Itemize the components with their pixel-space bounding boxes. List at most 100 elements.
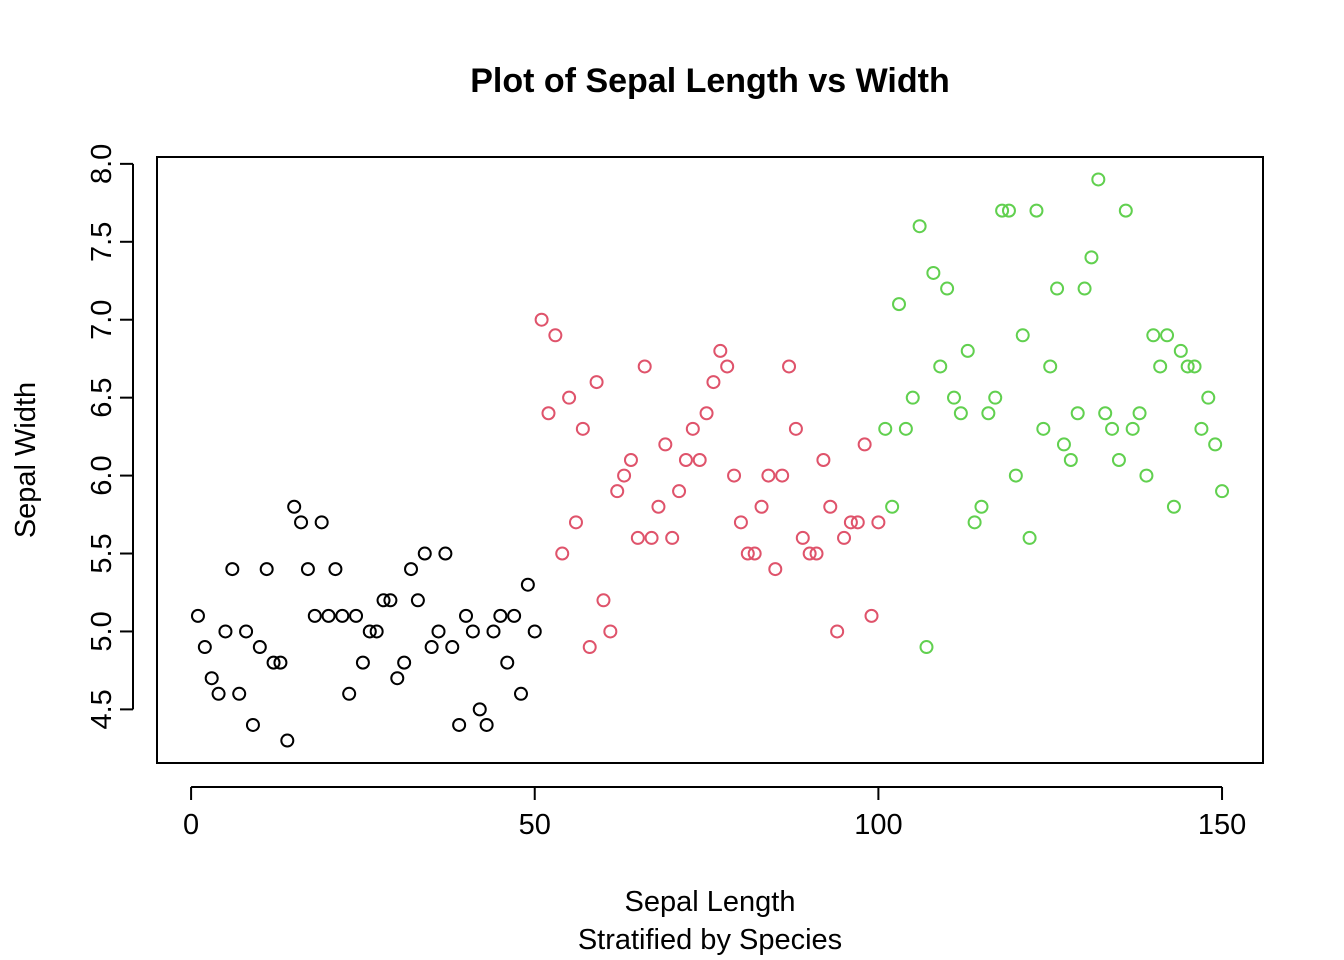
data-point xyxy=(878,421,893,436)
data-point xyxy=(761,468,776,483)
data-point xyxy=(431,624,446,639)
data-point xyxy=(452,717,467,732)
data-point xyxy=(520,577,535,592)
data-point xyxy=(204,671,219,686)
data-point xyxy=(892,297,907,312)
data-point xyxy=(651,499,666,514)
data-point xyxy=(1008,468,1023,483)
data-point xyxy=(967,515,982,530)
data-point xyxy=(383,593,398,608)
data-point xyxy=(273,655,288,670)
data-point xyxy=(816,453,831,467)
x-tick-label: 100 xyxy=(854,809,902,841)
data-point xyxy=(871,515,886,530)
data-point xyxy=(500,655,515,670)
data-point xyxy=(995,203,1010,218)
data-point xyxy=(768,562,783,577)
data-point xyxy=(507,608,522,623)
data-point xyxy=(678,453,693,467)
x-tick-label: 0 xyxy=(183,809,199,841)
data-point xyxy=(1139,468,1154,483)
data-point xyxy=(672,484,687,499)
data-point xyxy=(424,640,439,655)
data-point xyxy=(438,546,453,561)
data-point xyxy=(211,686,226,701)
data-point xyxy=(1215,484,1230,499)
data-point xyxy=(527,624,542,639)
data-point xyxy=(1098,406,1113,421)
data-point xyxy=(355,655,370,670)
data-point xyxy=(1043,359,1058,374)
data-point xyxy=(720,359,735,374)
y-tick-label: 7.5 xyxy=(86,222,118,262)
data-point xyxy=(1153,359,1168,374)
data-point xyxy=(307,608,322,623)
data-point xyxy=(1125,421,1140,436)
data-point xyxy=(713,343,728,358)
data-point xyxy=(465,624,480,639)
data-point xyxy=(287,499,302,514)
data-point xyxy=(981,406,996,421)
data-point xyxy=(802,546,817,561)
data-point xyxy=(782,359,797,374)
data-point xyxy=(266,655,281,670)
data-point xyxy=(857,437,872,452)
data-point xyxy=(940,281,955,296)
data-point xyxy=(445,640,460,655)
data-point xyxy=(837,530,852,545)
data-point xyxy=(568,515,583,530)
data-point xyxy=(197,640,212,655)
data-point xyxy=(390,671,405,686)
data-point xyxy=(1201,390,1216,405)
data-point xyxy=(1194,421,1209,436)
data-point xyxy=(788,421,803,436)
data-point xyxy=(727,468,742,483)
data-point xyxy=(630,530,645,545)
data-point xyxy=(1091,172,1106,187)
data-point xyxy=(245,717,260,732)
data-point xyxy=(988,390,1003,405)
data-point xyxy=(747,546,762,561)
y-axis-label: Sepal Width xyxy=(10,382,42,538)
data-point xyxy=(479,717,494,732)
data-point xyxy=(342,686,357,701)
data-point xyxy=(548,328,563,343)
y-tick-label: 5.5 xyxy=(86,533,118,573)
data-point xyxy=(960,343,975,358)
data-point xyxy=(823,499,838,514)
data-point xyxy=(665,530,680,545)
data-point xyxy=(946,390,961,405)
data-point xyxy=(596,593,611,608)
data-point xyxy=(706,375,721,390)
data-point xyxy=(617,468,632,483)
data-point xyxy=(740,546,755,561)
data-point xyxy=(404,562,419,577)
data-point xyxy=(830,624,845,639)
data-point xyxy=(795,530,810,545)
data-point xyxy=(493,608,508,623)
data-point xyxy=(376,593,391,608)
data-point xyxy=(349,608,364,623)
data-point xyxy=(513,686,528,701)
data-point xyxy=(1077,281,1092,296)
y-tick-label: 5.0 xyxy=(86,611,118,651)
data-point xyxy=(898,421,913,436)
data-point xyxy=(885,499,900,514)
data-point xyxy=(1063,453,1078,467)
data-point xyxy=(259,562,274,577)
data-point xyxy=(1118,203,1133,218)
data-point xyxy=(685,421,700,436)
data-point xyxy=(486,624,501,639)
data-point xyxy=(754,499,769,514)
data-point xyxy=(1187,359,1202,374)
data-point xyxy=(775,468,790,483)
data-point xyxy=(1084,250,1099,265)
data-point xyxy=(1166,499,1181,514)
data-point xyxy=(280,733,295,748)
data-point xyxy=(225,562,240,577)
data-point xyxy=(926,265,941,280)
data-point xyxy=(1173,343,1188,358)
y-tick-label: 4.5 xyxy=(86,689,118,729)
data-point xyxy=(1056,437,1071,452)
